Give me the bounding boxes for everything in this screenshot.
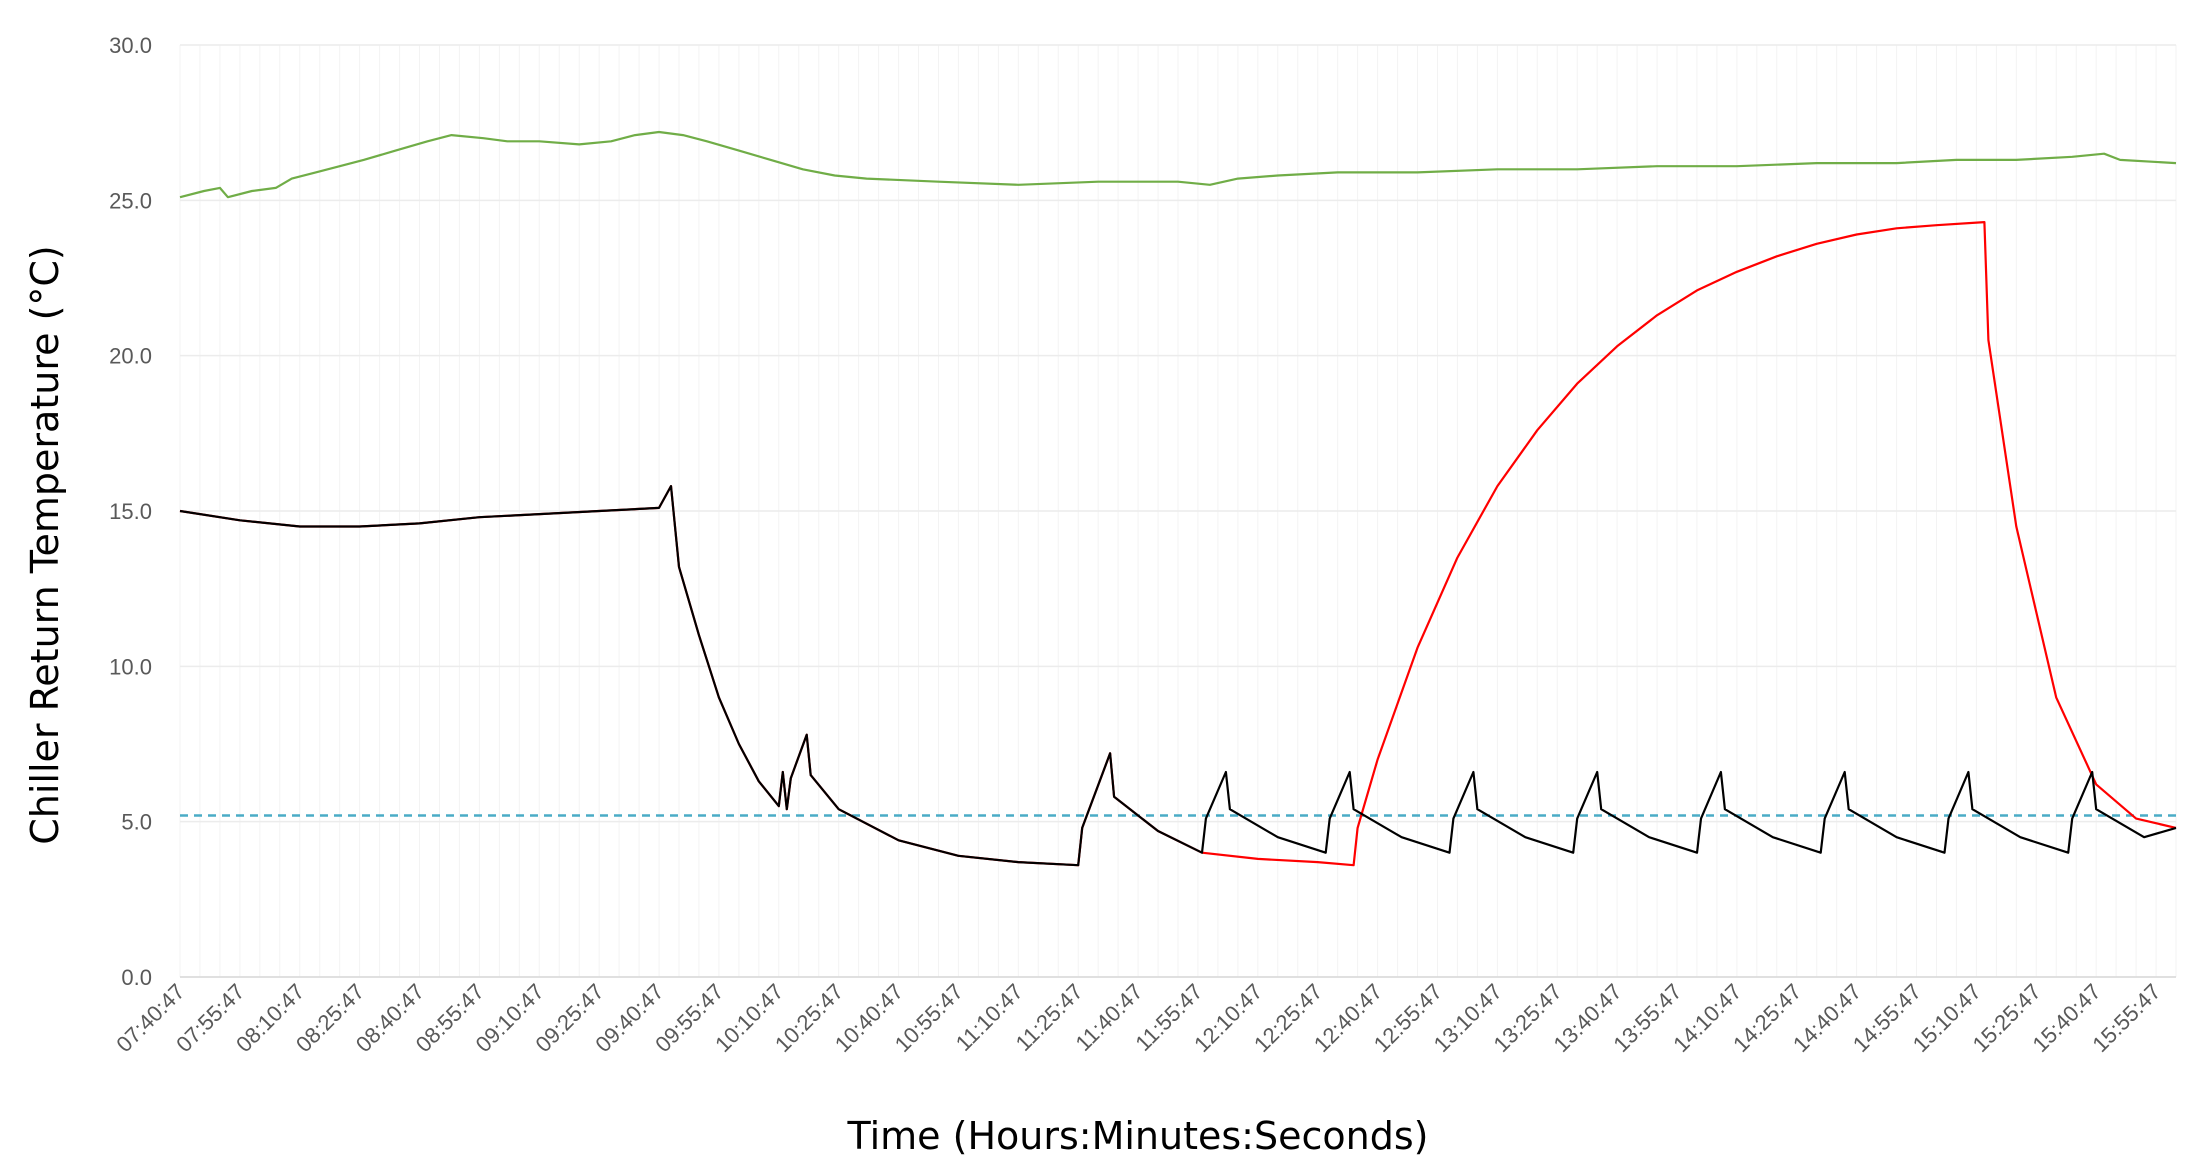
y-tick-label: 5.0	[121, 810, 152, 835]
x-tick-labels: 07:40:4707:55:4708:10:4708:25:4708:40:47…	[111, 979, 2165, 1057]
y-tick-label: 20.0	[109, 344, 152, 369]
y-tick-label: 15.0	[109, 499, 152, 524]
y-tick-label: 10.0	[109, 654, 152, 679]
y-tick-labels: 0.0 5.0 10.0 15.0 20.0 25.0 30.0	[109, 33, 152, 990]
grid-layer	[179, 44, 2177, 978]
y-tick-label: 30.0	[109, 33, 152, 58]
series-layer	[179, 130, 2177, 867]
y-tick-label: 0.0	[121, 965, 152, 990]
x-axis-title: Time (Hours:Minutes:Seconds)	[847, 1114, 1429, 1158]
series-line-4	[179, 485, 2177, 867]
y-tick-label: 25.0	[109, 188, 152, 213]
series-line-1	[179, 130, 2177, 199]
y-axis-title: Chiller Return Temperature (°C)	[23, 245, 67, 845]
